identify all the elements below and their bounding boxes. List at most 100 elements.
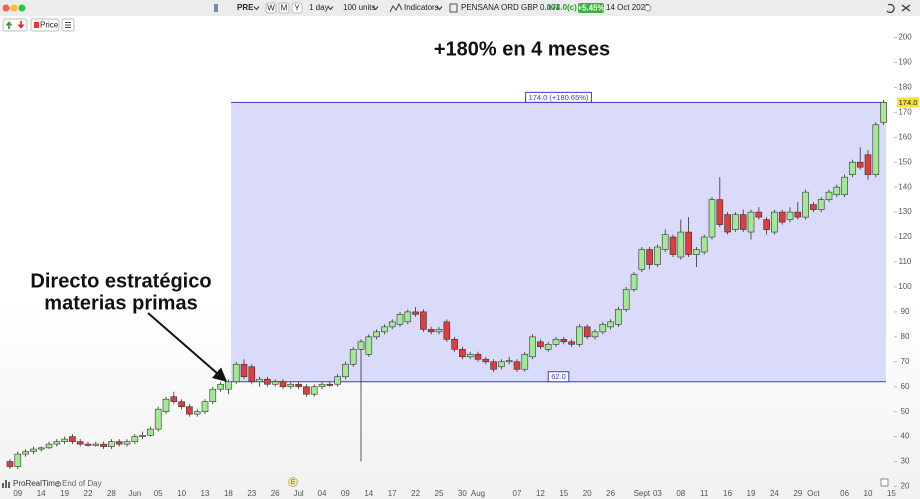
candle-body <box>396 314 404 325</box>
annotation-arrow <box>147 312 228 382</box>
price-button[interactable]: Price <box>40 21 59 30</box>
candle-body <box>560 339 568 343</box>
y-tick-label: 190 <box>898 58 912 67</box>
period-button[interactable]: M <box>281 4 288 13</box>
candle-body <box>474 353 482 360</box>
indicators-button[interactable]: Indicators <box>404 3 439 12</box>
toolbar-icons[interactable] <box>886 3 911 14</box>
range-layer: 174.0 (+180.65%) 62.0 <box>231 91 886 383</box>
window-minimize[interactable] <box>10 4 18 12</box>
period-button[interactable]: W <box>267 4 275 13</box>
x-tick-label: 08 <box>676 489 685 498</box>
event-marker[interactable]: E <box>291 479 296 486</box>
candle-body <box>622 289 630 310</box>
candle-body <box>14 453 22 467</box>
x-tick-label: 19 <box>747 489 756 498</box>
top-bar <box>0 0 920 16</box>
last-price-label: 174.0 <box>899 98 918 107</box>
x-tick-label: Oct <box>807 489 820 498</box>
y-tick-label: 70 <box>901 357 910 366</box>
candle-body <box>271 381 279 385</box>
y-tick-label: 170 <box>898 107 912 116</box>
candle-body <box>872 124 880 175</box>
candle-body <box>76 441 84 445</box>
candle-body <box>123 441 131 445</box>
x-tick-label: Aug <box>471 489 485 498</box>
candle-body <box>162 398 170 412</box>
candle-body <box>193 411 201 415</box>
x-tick-label: Jul <box>293 489 303 498</box>
candle-body <box>778 211 786 223</box>
range-label-box <box>547 371 570 383</box>
candle-body <box>217 383 224 390</box>
candle-body <box>802 191 809 218</box>
range-box <box>231 102 886 382</box>
candle-body <box>443 321 451 340</box>
x-tick-label: 28 <box>107 489 116 498</box>
candle-body <box>139 435 146 437</box>
candle-body <box>115 441 123 445</box>
candle-body <box>326 383 334 386</box>
candle-body <box>685 231 692 255</box>
candle-body <box>357 341 365 350</box>
y-tick-label: 80 <box>901 332 910 341</box>
window-close[interactable] <box>2 4 10 12</box>
candle-body <box>537 341 544 348</box>
candle-body <box>763 219 770 230</box>
candle-body <box>318 383 326 388</box>
candle-body <box>201 401 209 412</box>
candle-body <box>459 349 466 358</box>
window-zoom[interactable] <box>18 4 26 12</box>
x-tick-label: 19 <box>60 489 69 498</box>
candle-body <box>513 361 521 370</box>
candle-body <box>661 234 669 250</box>
candle-body <box>786 211 794 220</box>
candle-body <box>825 191 833 200</box>
y-tick-label: 120 <box>898 232 912 241</box>
candle-body <box>755 211 763 218</box>
units-selector[interactable]: 100 units <box>343 3 375 12</box>
x-tick-label: Jun <box>128 489 141 498</box>
candle-body <box>864 154 872 175</box>
candle-body <box>677 231 685 258</box>
candle-body <box>505 360 513 363</box>
y-tick-label: 140 <box>898 182 912 191</box>
brand-logo <box>2 480 10 488</box>
candle-body <box>209 388 217 402</box>
candle-body <box>607 321 614 328</box>
x-tick-label: 22 <box>84 489 93 498</box>
candle-body <box>490 361 497 370</box>
x-tick-label: 09 <box>341 489 350 498</box>
y-tick-label: 100 <box>898 282 912 291</box>
event-marker-bg[interactable] <box>288 477 298 487</box>
x-tick-label: 26 <box>606 489 615 498</box>
candle-body <box>61 438 68 442</box>
period-button[interactable]: Y <box>294 4 300 13</box>
y-tick-label: 60 <box>901 382 910 391</box>
info-button[interactable] <box>880 478 889 487</box>
candle-body <box>498 361 505 368</box>
candle-body <box>349 349 357 365</box>
x-tick-label: 13 <box>201 489 210 498</box>
candle-body <box>427 329 435 333</box>
x-tick-label: 22 <box>411 489 420 498</box>
candle-body <box>466 353 474 358</box>
candle-body <box>45 443 53 449</box>
symbol[interactable]: PRE <box>237 3 254 12</box>
candles <box>6 99 887 470</box>
range-label: 62.0 <box>551 372 566 381</box>
symbol-selector[interactable]: PRE <box>214 3 260 12</box>
candle-body <box>404 311 412 323</box>
candle-body <box>856 161 864 168</box>
x-tick-label: 24 <box>770 489 779 498</box>
x-tick-label: 20 <box>583 489 592 498</box>
x-tick-label: 04 <box>318 489 327 498</box>
mode-dot <box>55 481 61 487</box>
candle-body <box>771 211 778 233</box>
candle-body <box>30 448 37 452</box>
y-tick-label: 150 <box>898 157 912 166</box>
interval-selector[interactable]: 1 day <box>309 3 329 12</box>
candle-body <box>700 236 708 253</box>
